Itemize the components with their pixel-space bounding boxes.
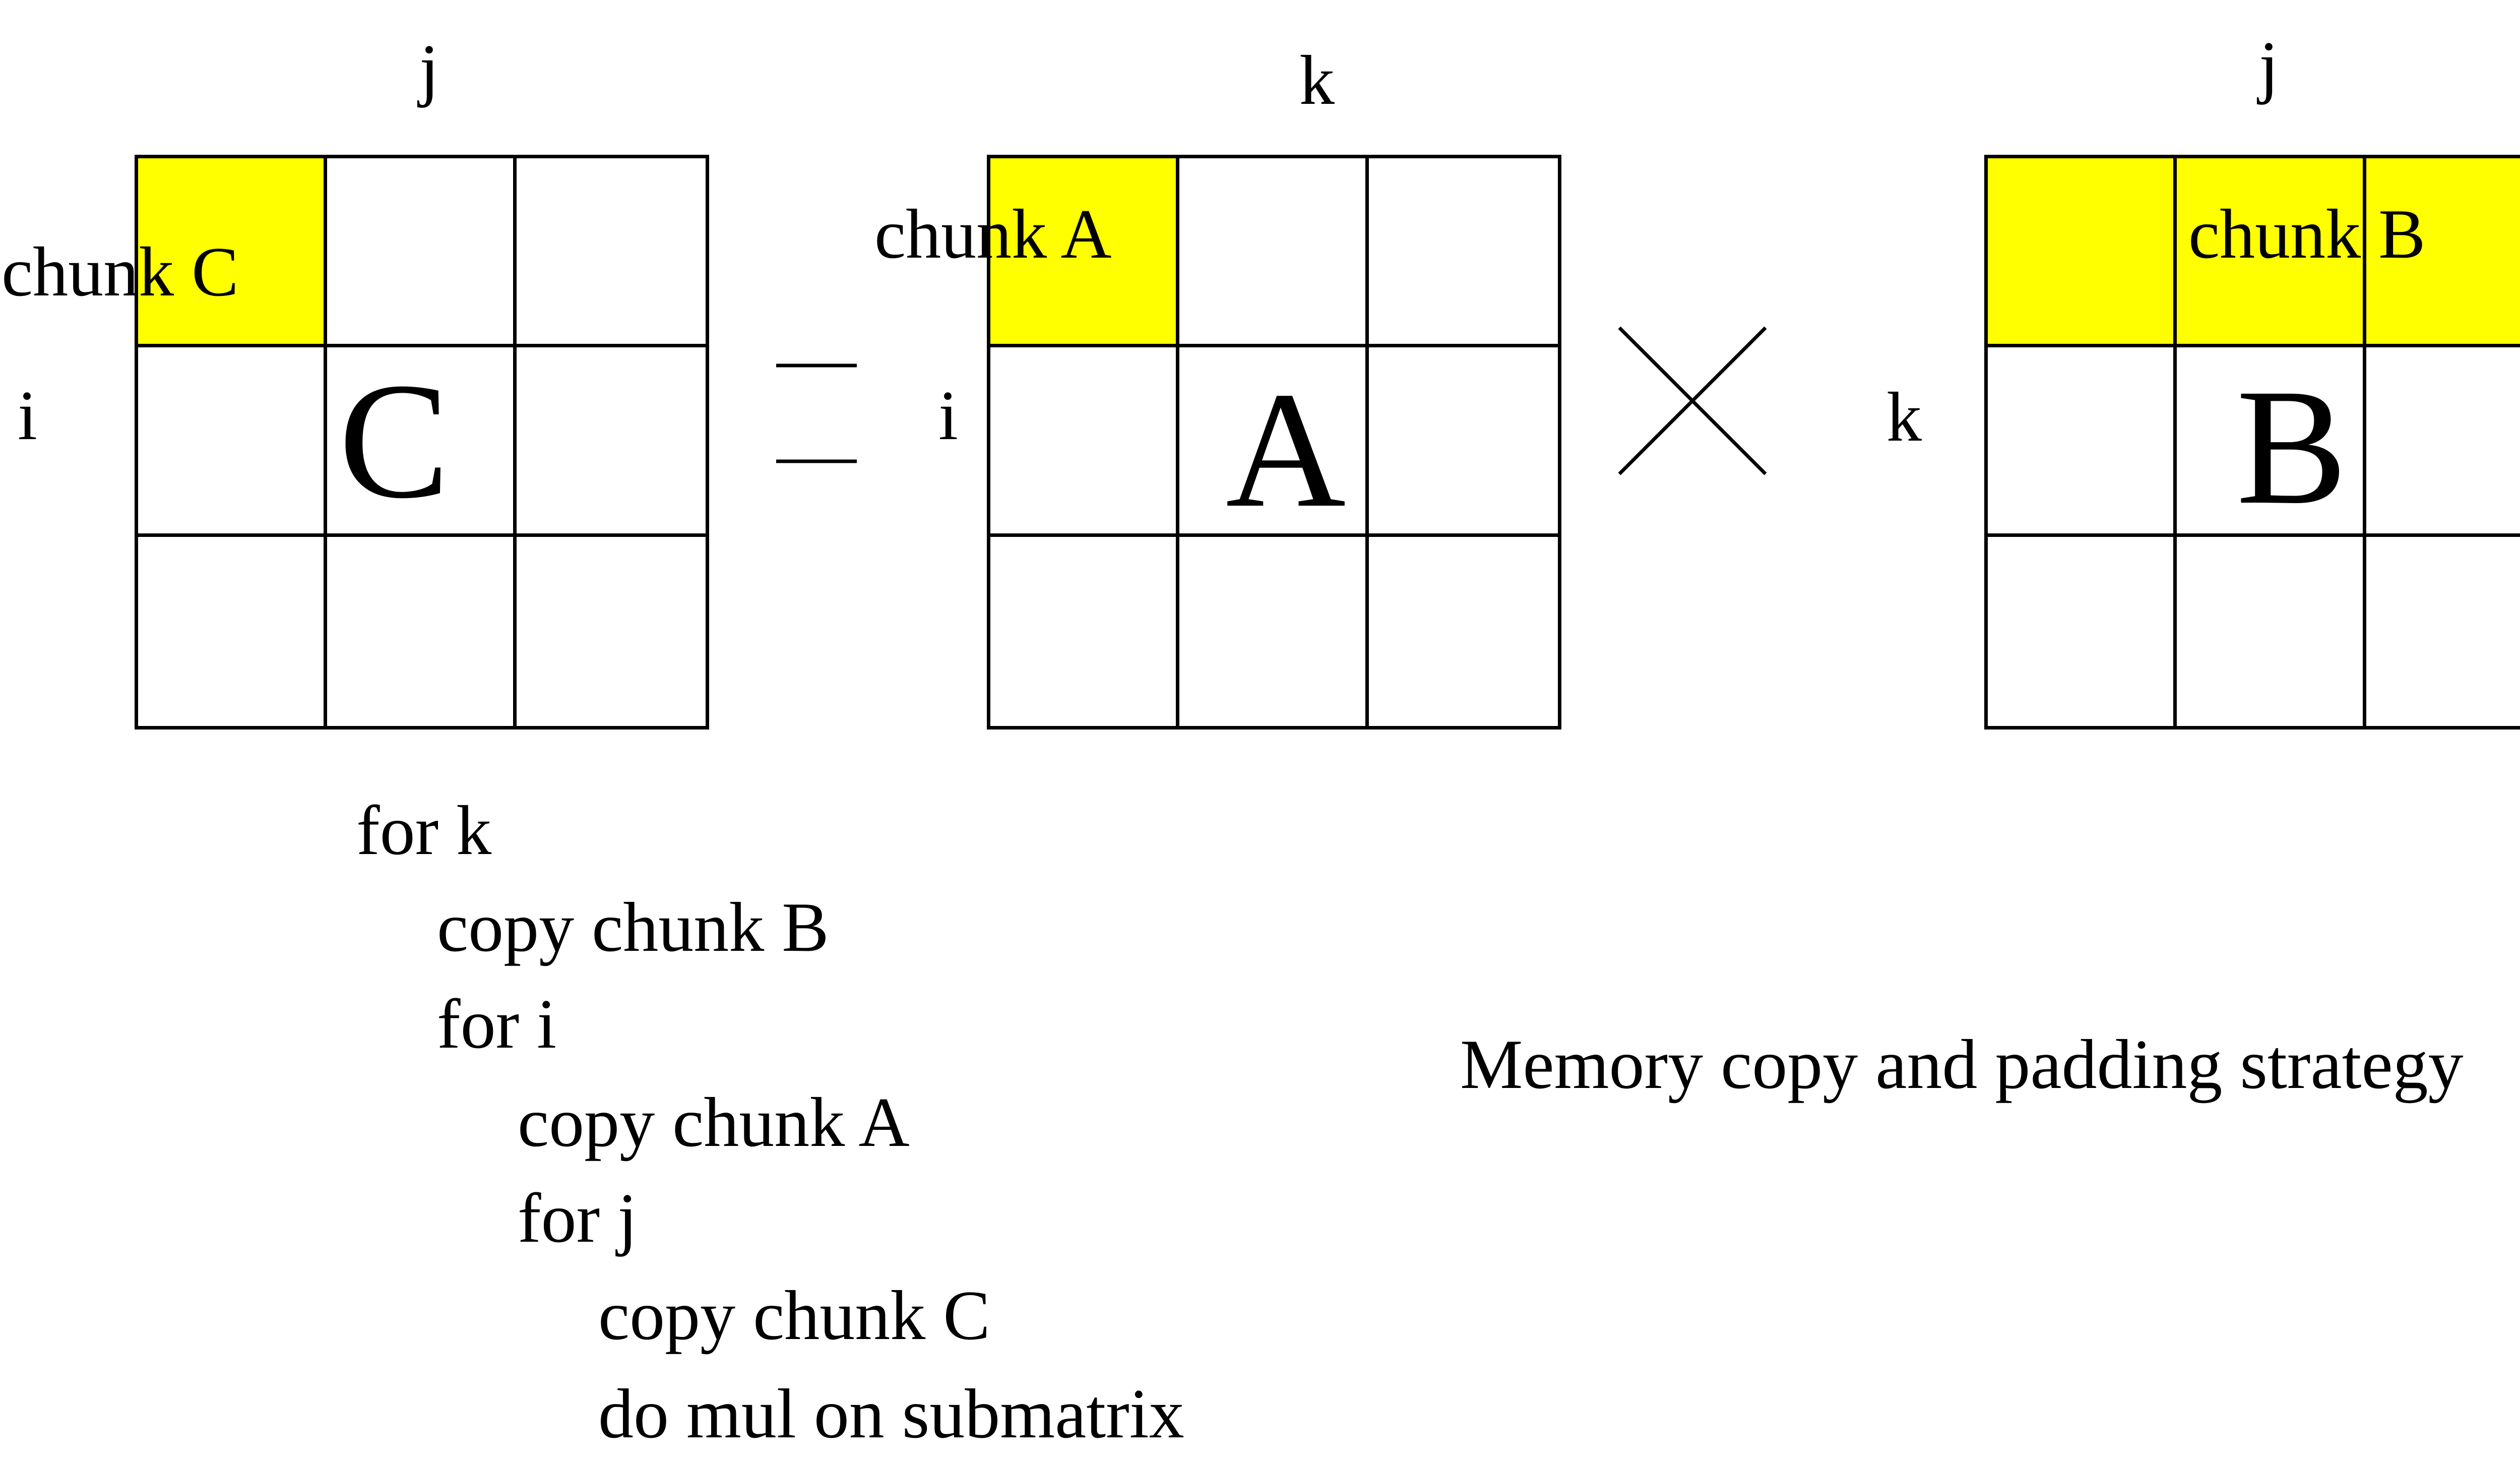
matrix-c-col-index: j xyxy=(419,30,439,108)
matrix-c-cell xyxy=(327,158,517,348)
equals-sign-icon xyxy=(776,363,857,463)
matrix-a-cell xyxy=(1368,347,1558,537)
matrix-b-cell xyxy=(2177,347,2366,537)
matrix-a-cell xyxy=(1179,347,1369,537)
matrix-a-cell xyxy=(990,536,1180,726)
chunk-b-label: chunk B xyxy=(2188,195,2426,273)
chunk-c-label: chunk C xyxy=(2,233,239,311)
matrix-b-col-index: j xyxy=(2259,27,2279,105)
diagram-caption: Memory copy and padding strategy xyxy=(1460,1025,2464,1104)
pseudocode-line: for j xyxy=(518,1179,638,1257)
matrix-c-cell xyxy=(516,158,706,348)
matrix-b-chunk-cell xyxy=(1988,158,2177,348)
matrix-b-cell xyxy=(1988,536,2177,726)
matrix-b xyxy=(1984,155,2520,730)
matrix-c-cell xyxy=(327,536,517,726)
pseudocode-line: for i xyxy=(437,985,557,1063)
matrix-c-cell xyxy=(516,347,706,537)
matrix-c xyxy=(135,155,709,730)
matrix-c-cell xyxy=(138,347,328,537)
matrix-b-chunk-cell xyxy=(2366,158,2520,348)
matrix-c-name: C xyxy=(339,349,450,533)
matrix-b-cell xyxy=(2366,536,2520,726)
matrix-a-col-index: k xyxy=(1299,41,1335,119)
matrix-c-chunk-cell xyxy=(138,158,328,348)
matrix-a-cell xyxy=(1368,158,1558,348)
chunk-a-label: chunk A xyxy=(874,195,1112,273)
matrix-c-cell xyxy=(516,536,706,726)
matrix-a-name: A xyxy=(1226,358,1346,542)
matrix-a-cell xyxy=(1368,536,1558,726)
matrix-b-cell xyxy=(1988,347,2177,537)
matrix-a-row-index: i xyxy=(938,377,958,455)
matrix-c-row-index: i xyxy=(18,377,37,455)
matrix-b-chunk-cell xyxy=(2177,158,2366,348)
matrix-b-row-index: k xyxy=(1886,378,1922,456)
matrix-a-cell xyxy=(990,347,1180,537)
matrix-a xyxy=(987,155,1561,730)
pseudocode-line: copy chunk B xyxy=(437,888,829,966)
pseudocode-line: copy chunk C xyxy=(598,1277,990,1355)
matrix-a-cell xyxy=(1179,158,1369,348)
matrix-b-name: B xyxy=(2236,355,2348,539)
pseudocode-line: copy chunk A xyxy=(518,1083,910,1162)
matrix-a-chunk-cell xyxy=(990,158,1180,348)
matrix-a-cell xyxy=(1179,536,1369,726)
pseudocode-line: do mul on submatrix xyxy=(598,1375,1184,1453)
times-sign-icon xyxy=(1618,326,1767,475)
matrix-c-cell xyxy=(138,536,328,726)
pseudocode-line: for k xyxy=(356,792,492,870)
matrix-b-cell xyxy=(2366,347,2520,537)
matrix-c-cell xyxy=(327,347,517,537)
matrix-b-cell xyxy=(2177,536,2366,726)
